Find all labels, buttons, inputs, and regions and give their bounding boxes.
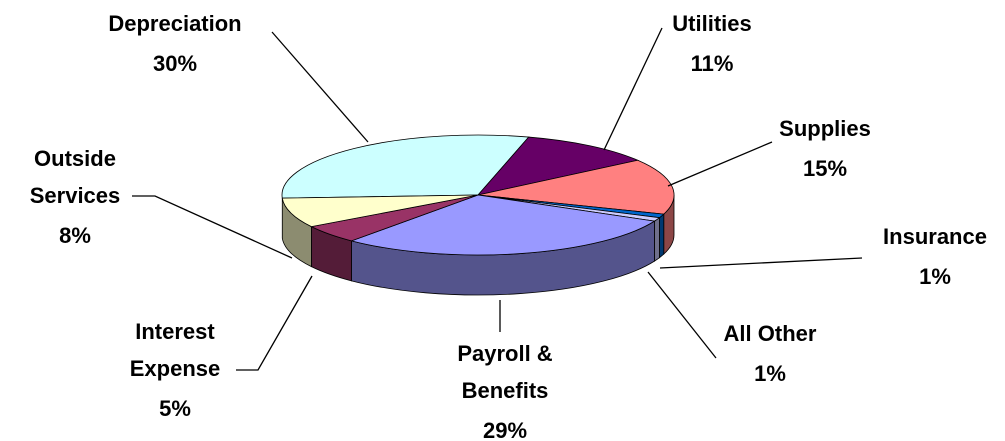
leader-line <box>236 275 313 371</box>
value-label: 1% <box>754 361 786 386</box>
category-label: Insurance <box>883 224 987 249</box>
category-label: Interest Expense <box>130 319 221 381</box>
slice <box>350 194 656 256</box>
category-label: Supplies <box>779 116 871 141</box>
label-line: Interest <box>135 319 215 344</box>
category-label: All Other <box>724 321 817 346</box>
label-line: Utilities <box>672 11 751 36</box>
label-line: Depreciation <box>108 11 241 36</box>
leader-line <box>659 257 863 269</box>
value-label: 11% <box>691 51 734 76</box>
label-line: Expense <box>130 356 221 381</box>
label-line: Supplies <box>779 116 871 141</box>
value-label: 29% <box>483 418 527 441</box>
category-label: Utilities <box>672 11 751 36</box>
value-label: 15% <box>803 156 847 181</box>
slice-side <box>654 216 660 262</box>
value-label: 30% <box>153 51 197 76</box>
leader-line <box>647 271 717 359</box>
pie-tops <box>281 134 675 256</box>
labels: Depreciation 30% Utilities 11% Supplies 15% In… <box>30 11 987 441</box>
label-line: Services <box>30 183 121 208</box>
label-line: All Other <box>724 321 817 346</box>
slice <box>476 136 640 196</box>
leader-line <box>271 31 369 143</box>
leader-line <box>667 141 773 187</box>
label-line: Outside <box>34 146 116 171</box>
value-label: 8% <box>59 223 91 248</box>
slice-side <box>659 213 665 259</box>
slice <box>477 159 675 215</box>
category-label: Outside Services <box>30 146 121 208</box>
pie-sides <box>281 194 675 296</box>
leader-line <box>132 195 293 259</box>
value-label: 1% <box>919 264 951 289</box>
category-label: Depreciation <box>108 11 241 36</box>
category-label: Payroll & Benefits <box>457 341 552 403</box>
slice <box>281 194 479 228</box>
label-line: Benefits <box>462 378 549 403</box>
label-line: Payroll & <box>457 341 552 366</box>
value-label: 5% <box>159 396 191 421</box>
slice <box>281 134 530 199</box>
label-line: Insurance <box>883 224 987 249</box>
leader-line <box>603 27 663 151</box>
